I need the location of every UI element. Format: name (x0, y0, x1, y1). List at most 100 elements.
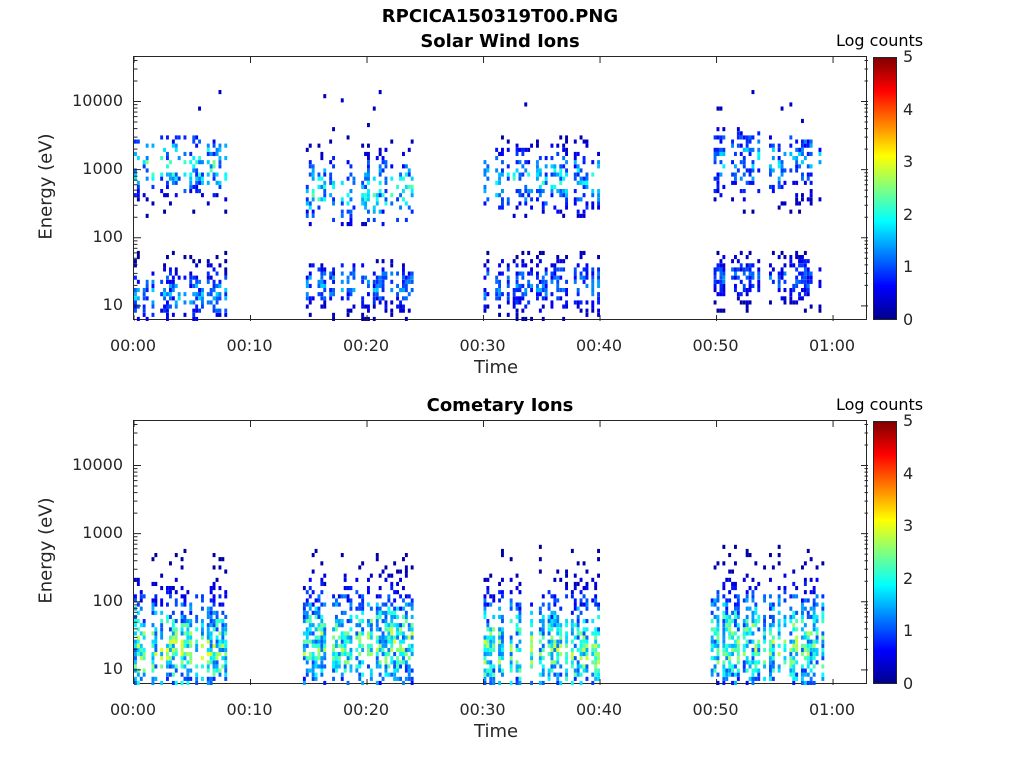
spectrogram-cell (585, 300, 589, 305)
spectrogram-cell (506, 312, 510, 317)
spectrogram-cell (404, 172, 408, 177)
spectrogram-cell (399, 676, 403, 681)
spectrogram-cell (212, 586, 216, 591)
spectrogram-cell (134, 623, 137, 628)
spectrogram-cell (812, 643, 816, 648)
spectrogram-cell (515, 147, 519, 152)
spectrogram-cell (212, 151, 216, 157)
spectrogram-cell (518, 288, 522, 293)
spectrogram-cell (404, 283, 408, 289)
spectrogram-cell (361, 222, 365, 227)
spectrogram-cell (317, 197, 321, 202)
spectrogram-cell (541, 656, 545, 661)
spectrogram-cell (349, 602, 353, 607)
spectrogram-cell (358, 565, 362, 570)
spectrogram-cell (180, 631, 184, 636)
spectrogram-cell (573, 643, 577, 648)
spectrogram-cell (789, 656, 793, 661)
spectrogram-cell (180, 652, 184, 657)
spectrogram-cell (565, 193, 569, 198)
spectrogram-cell (169, 614, 172, 620)
spectrogram-cell (169, 664, 172, 669)
spectrogram-cell (139, 631, 143, 636)
spectrogram-cell (771, 660, 775, 665)
spectrogram-cell (541, 180, 545, 185)
spectrogram-cell (151, 557, 155, 562)
spectrogram-cell (713, 189, 717, 194)
spectrogram-cell (136, 619, 140, 624)
spectrogram-cell (777, 205, 781, 210)
spectrogram-cell (183, 312, 187, 317)
spectrogram-cell (332, 676, 336, 681)
spectrogram-cell (390, 139, 394, 144)
spectrogram-cell (795, 193, 799, 198)
spectrogram-cell (538, 292, 542, 297)
spectrogram-cell (404, 569, 408, 574)
spectrogram-cell (163, 209, 167, 214)
spectrogram-cell (134, 300, 137, 305)
spectrogram-cell (145, 176, 149, 181)
spectrogram-cell (556, 623, 560, 628)
spectrogram-cell (518, 271, 522, 276)
spectrogram-cell (160, 279, 164, 284)
spectrogram-cell (483, 639, 487, 644)
spectrogram-cell (387, 610, 391, 615)
spectrogram-cell (390, 308, 394, 313)
spectrogram-cell (384, 565, 388, 570)
spectrogram-cell (544, 172, 548, 177)
spectrogram-cell (209, 263, 213, 268)
spectrogram-cell (722, 263, 726, 268)
spectrogram-cell (713, 147, 717, 152)
spectrogram-cell (206, 263, 210, 268)
spectrogram-cell (381, 639, 385, 644)
spectrogram-cell (402, 631, 405, 636)
spectrogram-cell (783, 639, 787, 644)
spectrogram-cell (320, 577, 324, 582)
spectrogram-cell (314, 627, 318, 632)
spectrogram-cell (201, 664, 204, 669)
spectrogram-cell (215, 271, 219, 276)
spectrogram-cell (769, 135, 772, 140)
spectrogram-cell (364, 176, 368, 181)
spectrogram-cell (579, 250, 583, 256)
spectrogram-cell (713, 300, 717, 305)
spectrogram-cell (728, 643, 732, 648)
spectrogram-cell (212, 176, 216, 181)
x-tick-label: 00:20 (342, 336, 390, 355)
spectrogram-cell (524, 213, 528, 218)
spectrogram-cell (206, 300, 210, 305)
spectrogram-cell (372, 217, 376, 223)
spectrogram-cell (399, 623, 403, 628)
spectrogram-cell (343, 647, 347, 653)
spectrogram-cell (340, 296, 344, 301)
spectrogram-cell (751, 168, 755, 173)
spectrogram-cell (180, 664, 184, 669)
spectrogram-cell (206, 668, 210, 673)
spectrogram-cell (381, 631, 385, 636)
spectrogram-cell (553, 577, 557, 582)
spectrogram-cell (515, 271, 519, 276)
spectrogram-cell (134, 176, 137, 181)
spectrogram-cell (166, 656, 169, 661)
spectrogram-cell (553, 664, 557, 669)
spectrogram-cell (818, 160, 822, 165)
spectrogram-cell (536, 197, 539, 202)
spectrogram-cell (384, 623, 388, 628)
spectrogram-cell (736, 647, 740, 653)
spectrogram-cell (308, 300, 312, 305)
spectrogram-cell (506, 267, 510, 272)
spectrogram-cell (224, 197, 228, 202)
spectrogram-cell (498, 283, 502, 289)
spectrogram-cell (323, 267, 327, 272)
spectrogram-cell (340, 288, 344, 293)
spectrogram-cell (498, 631, 502, 636)
spectrogram-cell (809, 614, 813, 620)
spectrogram-cell (736, 672, 740, 677)
spectrogram-cell (501, 135, 504, 140)
spectrogram-cell (789, 614, 793, 620)
spectrogram-cell (195, 664, 199, 669)
spectrogram-cell (393, 639, 397, 644)
spectrogram-cell (402, 267, 405, 272)
spectrogram-cell (783, 168, 787, 173)
spectrogram-cell (209, 288, 213, 293)
